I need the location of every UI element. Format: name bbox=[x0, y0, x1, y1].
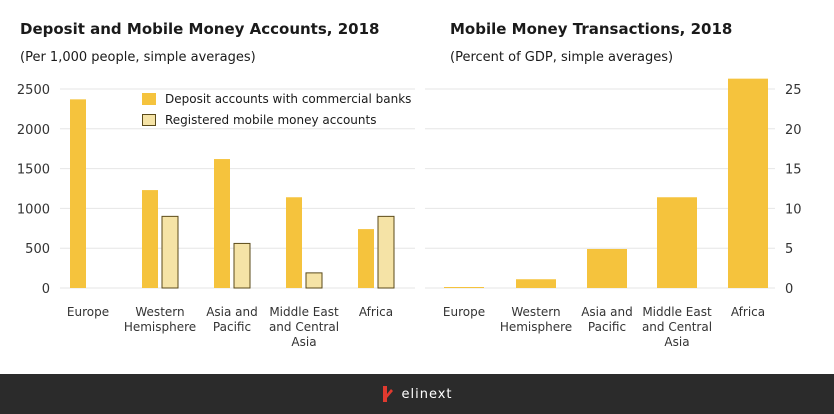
bar-mobile-money bbox=[161, 215, 179, 289]
x-category-label: Africa bbox=[731, 305, 765, 319]
y-tick-label: 15 bbox=[785, 163, 802, 178]
x-category-label: Hemisphere bbox=[124, 320, 196, 334]
y-tick-label: 500 bbox=[25, 242, 50, 257]
x-category-label: and Central bbox=[642, 320, 712, 334]
x-category-label: Middle East bbox=[642, 305, 712, 319]
x-category-label: Asia bbox=[291, 335, 316, 349]
x-category-label: Pacific bbox=[588, 320, 626, 334]
legend-swatch-mobile bbox=[142, 114, 156, 126]
bar-deposit bbox=[657, 197, 697, 288]
footer-bar: elinext bbox=[0, 374, 834, 414]
bar-mobile-money bbox=[377, 215, 395, 289]
legend: Deposit accounts with commercial banks R… bbox=[142, 92, 411, 134]
right-chart-subtitle: (Percent of GDP, simple averages) bbox=[450, 50, 674, 65]
y-tick-label: 2500 bbox=[17, 83, 50, 98]
bar-deposit bbox=[142, 190, 158, 288]
x-category-label: Europe bbox=[443, 305, 485, 319]
y-tick-label: 10 bbox=[785, 202, 802, 217]
x-category-label: Europe bbox=[67, 305, 109, 319]
x-category-label: Asia bbox=[664, 335, 689, 349]
x-category-label: Africa bbox=[359, 305, 393, 319]
y-tick-label: 25 bbox=[785, 83, 802, 98]
legend-label-deposit: Deposit accounts with commercial banks bbox=[165, 92, 412, 106]
bar-deposit bbox=[444, 287, 484, 288]
x-category-label: Pacific bbox=[213, 320, 251, 334]
x-category-label: Western bbox=[511, 305, 560, 319]
bar-mobile-money bbox=[305, 272, 323, 289]
x-category-label: and Central bbox=[269, 320, 339, 334]
y-tick-label: 1000 bbox=[17, 202, 50, 217]
legend-swatch-deposit bbox=[142, 93, 156, 105]
y-tick-label: 20 bbox=[785, 123, 802, 138]
legend-item-mobile: Registered mobile money accounts bbox=[142, 113, 411, 127]
bar-mobile-money bbox=[233, 242, 251, 289]
left-chart-title: Deposit and Mobile Money Accounts, 2018 bbox=[20, 20, 380, 38]
y-tick-label: 5 bbox=[785, 242, 793, 257]
elinext-logo-icon bbox=[383, 386, 394, 402]
brand-logo[interactable]: elinext bbox=[381, 385, 452, 403]
x-category-label: Hemisphere bbox=[500, 320, 572, 334]
y-tick-label: 1500 bbox=[17, 163, 50, 178]
bar-deposit bbox=[728, 78, 768, 288]
legend-label-mobile: Registered mobile money accounts bbox=[165, 113, 377, 127]
y-tick-label: 0 bbox=[785, 282, 793, 297]
brand-name: elinext bbox=[401, 386, 453, 402]
left-chart-subtitle: (Per 1,000 people, simple averages) bbox=[20, 50, 256, 65]
bar-deposit bbox=[286, 197, 302, 288]
x-category-label: Asia and bbox=[581, 305, 633, 319]
right-chart-title: Mobile Money Transactions, 2018 bbox=[450, 20, 733, 38]
bar-deposit bbox=[70, 99, 86, 289]
legend-item-deposit: Deposit accounts with commercial banks bbox=[142, 92, 411, 106]
x-category-label: Asia and bbox=[206, 305, 258, 319]
bar-deposit bbox=[358, 229, 374, 288]
bar-deposit bbox=[214, 159, 230, 288]
bar-deposit bbox=[516, 279, 556, 288]
x-category-label: Western bbox=[135, 305, 184, 319]
x-category-label: Middle East bbox=[269, 305, 339, 319]
bar-deposit bbox=[587, 248, 627, 288]
y-tick-label: 2000 bbox=[17, 123, 50, 138]
y-tick-label: 0 bbox=[42, 282, 50, 297]
